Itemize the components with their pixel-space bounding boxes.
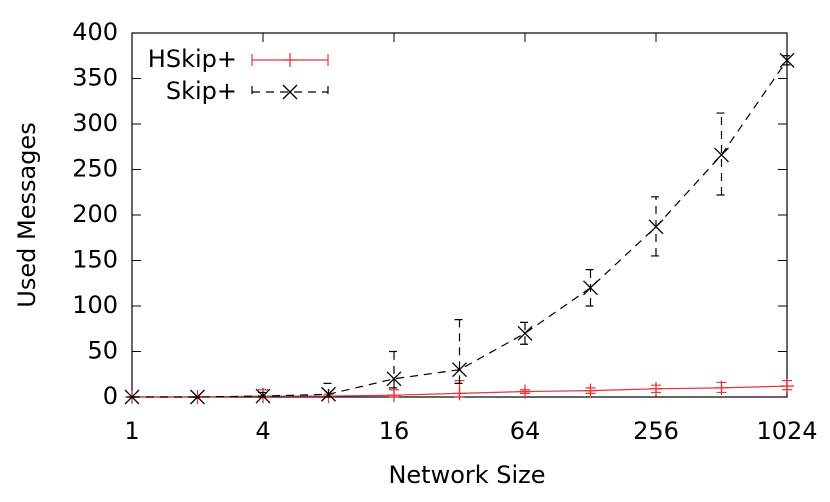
y-tick-label: 50 bbox=[87, 337, 118, 365]
marker bbox=[452, 362, 467, 378]
marker bbox=[124, 389, 140, 405]
x-tick-label: 1 bbox=[124, 417, 139, 445]
marker bbox=[648, 219, 664, 235]
error-bar bbox=[716, 112, 727, 196]
marker bbox=[779, 52, 795, 68]
y-tick-label: 100 bbox=[72, 291, 118, 319]
series-line bbox=[132, 59, 788, 398]
y-tick-label: 150 bbox=[72, 246, 118, 274]
marker bbox=[321, 386, 336, 402]
legend-sample bbox=[251, 86, 329, 98]
marker bbox=[518, 384, 532, 399]
x-tick-label: 16 bbox=[379, 417, 410, 445]
x-axis-label: Network Size bbox=[388, 461, 545, 489]
error-bar bbox=[520, 321, 530, 345]
y-tick-label: 300 bbox=[72, 109, 118, 137]
error-bar bbox=[454, 319, 465, 384]
marker bbox=[255, 388, 271, 404]
marker bbox=[714, 147, 729, 163]
legend-label: Skip+ bbox=[166, 77, 237, 105]
x-tick-label: 1024 bbox=[756, 417, 817, 445]
x-tick-label: 256 bbox=[633, 417, 679, 445]
marker bbox=[386, 371, 402, 387]
marker bbox=[190, 389, 205, 405]
marker bbox=[780, 379, 794, 394]
marker bbox=[649, 381, 663, 396]
y-tick-label: 200 bbox=[72, 200, 118, 228]
error-bar bbox=[389, 350, 399, 389]
y-tick-label: 350 bbox=[72, 64, 118, 92]
x-tick-label: 64 bbox=[510, 417, 541, 445]
marker bbox=[517, 325, 533, 341]
legend-label: HSkip+ bbox=[148, 45, 237, 73]
x-tick-label: 4 bbox=[255, 417, 270, 445]
marker bbox=[714, 380, 729, 395]
marker bbox=[583, 280, 598, 296]
y-tick-label: 0 bbox=[103, 382, 118, 410]
legend-marker bbox=[283, 53, 297, 67]
marker bbox=[387, 388, 401, 403]
y-tick-label: 250 bbox=[72, 155, 118, 183]
marker bbox=[583, 383, 598, 398]
y-tick-label: 400 bbox=[72, 18, 118, 46]
legend-marker bbox=[282, 84, 298, 100]
y-axis-label: Used Messages bbox=[13, 122, 41, 307]
marker bbox=[452, 386, 467, 401]
